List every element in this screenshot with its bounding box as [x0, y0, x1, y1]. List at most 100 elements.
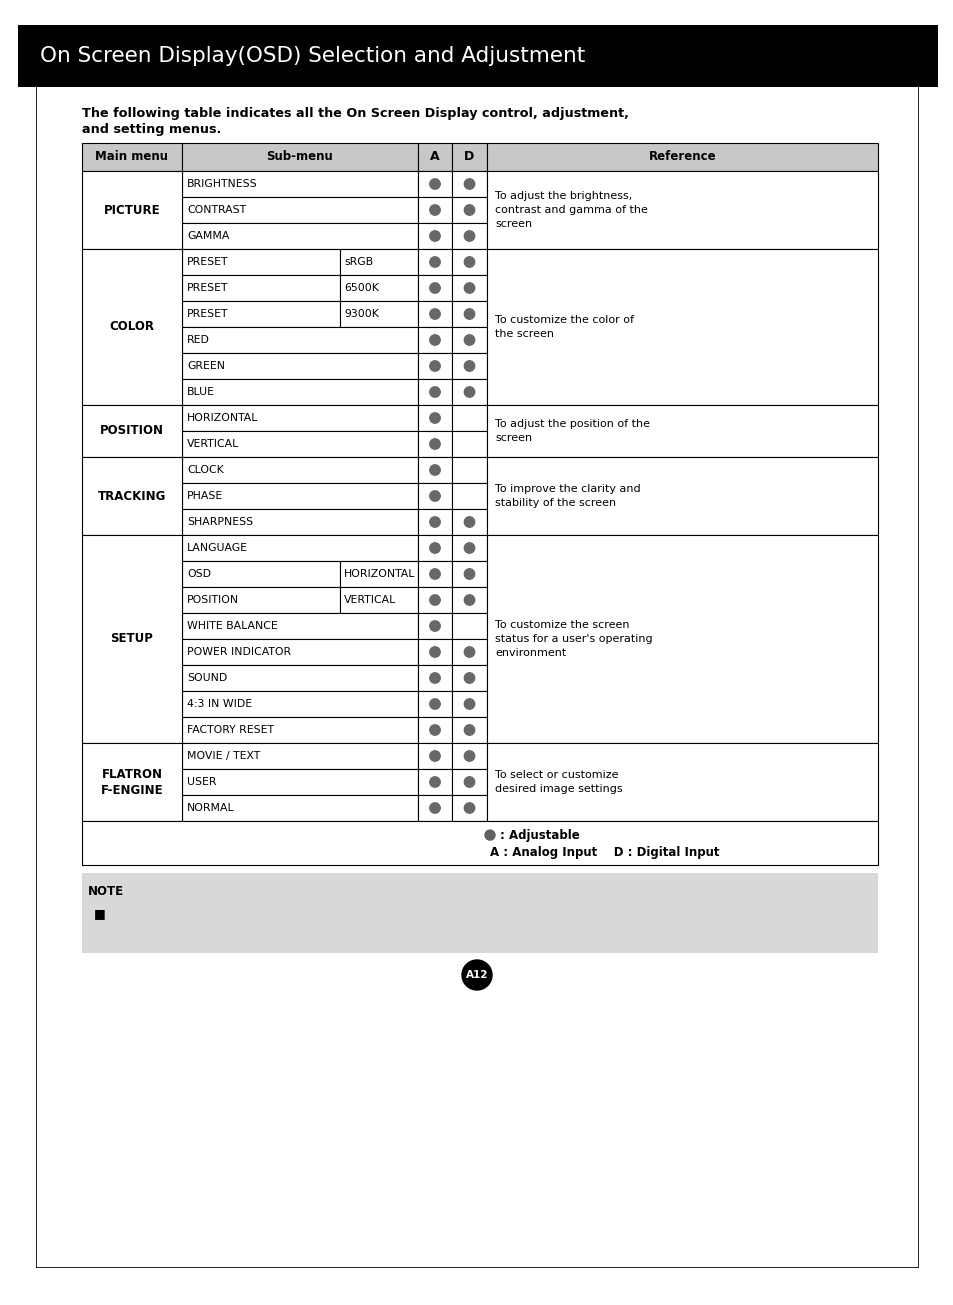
Bar [82, 743, 182, 821]
Bar [417, 301, 452, 328]
Text: To customize the screen
status for a user's operating
environment: To customize the screen status for a use… [495, 620, 652, 658]
Text: VERTICAL: VERTICAL [344, 595, 395, 606]
Text: To adjust the brightness,
contrast and gamma of the
screen: To adjust the brightness, contrast and g… [495, 191, 647, 228]
Circle shape [430, 517, 439, 527]
Text: A12: A12 [465, 970, 488, 980]
Bar [182, 328, 417, 352]
Text: WHITE BALANCE: WHITE BALANCE [187, 621, 277, 632]
Bar [182, 613, 417, 639]
Text: CLOCK: CLOCK [187, 465, 224, 475]
Circle shape [430, 698, 439, 709]
Circle shape [464, 673, 475, 684]
Bar [182, 405, 417, 431]
Text: NOTE: NOTE [88, 885, 124, 898]
Circle shape [430, 205, 439, 215]
Text: GAMMA: GAMMA [187, 231, 229, 241]
Bar [452, 431, 486, 457]
Bar [452, 301, 486, 328]
Bar [417, 692, 452, 716]
Text: To adjust the position of the
screen: To adjust the position of the screen [495, 419, 649, 442]
Bar [182, 483, 417, 509]
Bar [452, 275, 486, 301]
Text: PRESET: PRESET [187, 283, 229, 294]
Bar [452, 223, 486, 249]
Circle shape [430, 283, 439, 294]
Bar [452, 378, 486, 405]
Text: Sub-menu: Sub-menu [266, 150, 333, 163]
Circle shape [430, 491, 439, 501]
Bar [339, 249, 417, 275]
Bar [417, 743, 452, 769]
Bar [339, 587, 417, 613]
Circle shape [430, 309, 439, 320]
Bar [417, 639, 452, 666]
Text: 6500K: 6500K [344, 283, 378, 294]
Circle shape [464, 179, 475, 189]
Bar [182, 692, 417, 716]
Bar [417, 587, 452, 613]
Bar [417, 171, 452, 197]
Bar [417, 405, 452, 431]
Circle shape [430, 595, 439, 606]
Circle shape [464, 595, 475, 606]
Circle shape [430, 360, 439, 371]
Text: SOUND: SOUND [187, 673, 227, 683]
Text: A : Analog Input    D : Digital Input: A : Analog Input D : Digital Input [490, 846, 719, 859]
Circle shape [464, 724, 475, 735]
Text: ■: ■ [94, 907, 106, 920]
Bar [417, 509, 452, 535]
Text: TRACKING: TRACKING [98, 489, 166, 502]
Bar [417, 328, 452, 352]
Bar [452, 639, 486, 666]
Text: 4:3 IN WIDE: 4:3 IN WIDE [187, 699, 252, 709]
Bar [452, 144, 486, 171]
Circle shape [464, 360, 475, 371]
Bar [182, 275, 339, 301]
Text: and setting menus.: and setting menus. [82, 123, 221, 136]
Bar [182, 535, 417, 561]
Bar [417, 197, 452, 223]
Circle shape [464, 283, 475, 294]
Circle shape [464, 205, 475, 215]
Text: RED: RED [187, 335, 210, 345]
Bar [452, 769, 486, 795]
Bar [339, 275, 417, 301]
Circle shape [464, 750, 475, 761]
Bar [18, 25, 937, 87]
Bar [417, 275, 452, 301]
Bar [417, 613, 452, 639]
Text: To customize the color of
the screen: To customize the color of the screen [495, 315, 634, 339]
Bar [417, 249, 452, 275]
Bar [452, 352, 486, 378]
Circle shape [430, 569, 439, 579]
Bar [417, 352, 452, 378]
Circle shape [430, 621, 439, 632]
Bar [452, 587, 486, 613]
Circle shape [430, 179, 439, 189]
Text: OSD: OSD [187, 569, 211, 579]
Bar [486, 144, 877, 171]
Text: VERTICAL: VERTICAL [187, 438, 239, 449]
Bar [417, 457, 452, 483]
Bar [486, 249, 877, 405]
Text: SHARPNESS: SHARPNESS [187, 517, 253, 527]
Bar [182, 561, 339, 587]
Bar [182, 301, 339, 328]
Circle shape [464, 569, 475, 579]
Circle shape [484, 830, 495, 840]
Text: The following table indicates all the On Screen Display control, adjustment,: The following table indicates all the On… [82, 107, 628, 120]
Text: To improve the clarity and
stability of the screen: To improve the clarity and stability of … [495, 484, 640, 508]
Circle shape [464, 231, 475, 241]
Bar [182, 352, 417, 378]
Bar [182, 587, 339, 613]
Text: PRESET: PRESET [187, 309, 229, 318]
Circle shape [464, 647, 475, 658]
Bar [182, 249, 339, 275]
Bar [452, 561, 486, 587]
Circle shape [430, 724, 439, 735]
Circle shape [430, 647, 439, 658]
Text: 9300K: 9300K [344, 309, 378, 318]
Text: sRGB: sRGB [344, 257, 373, 268]
Circle shape [464, 803, 475, 813]
Bar [486, 743, 877, 821]
